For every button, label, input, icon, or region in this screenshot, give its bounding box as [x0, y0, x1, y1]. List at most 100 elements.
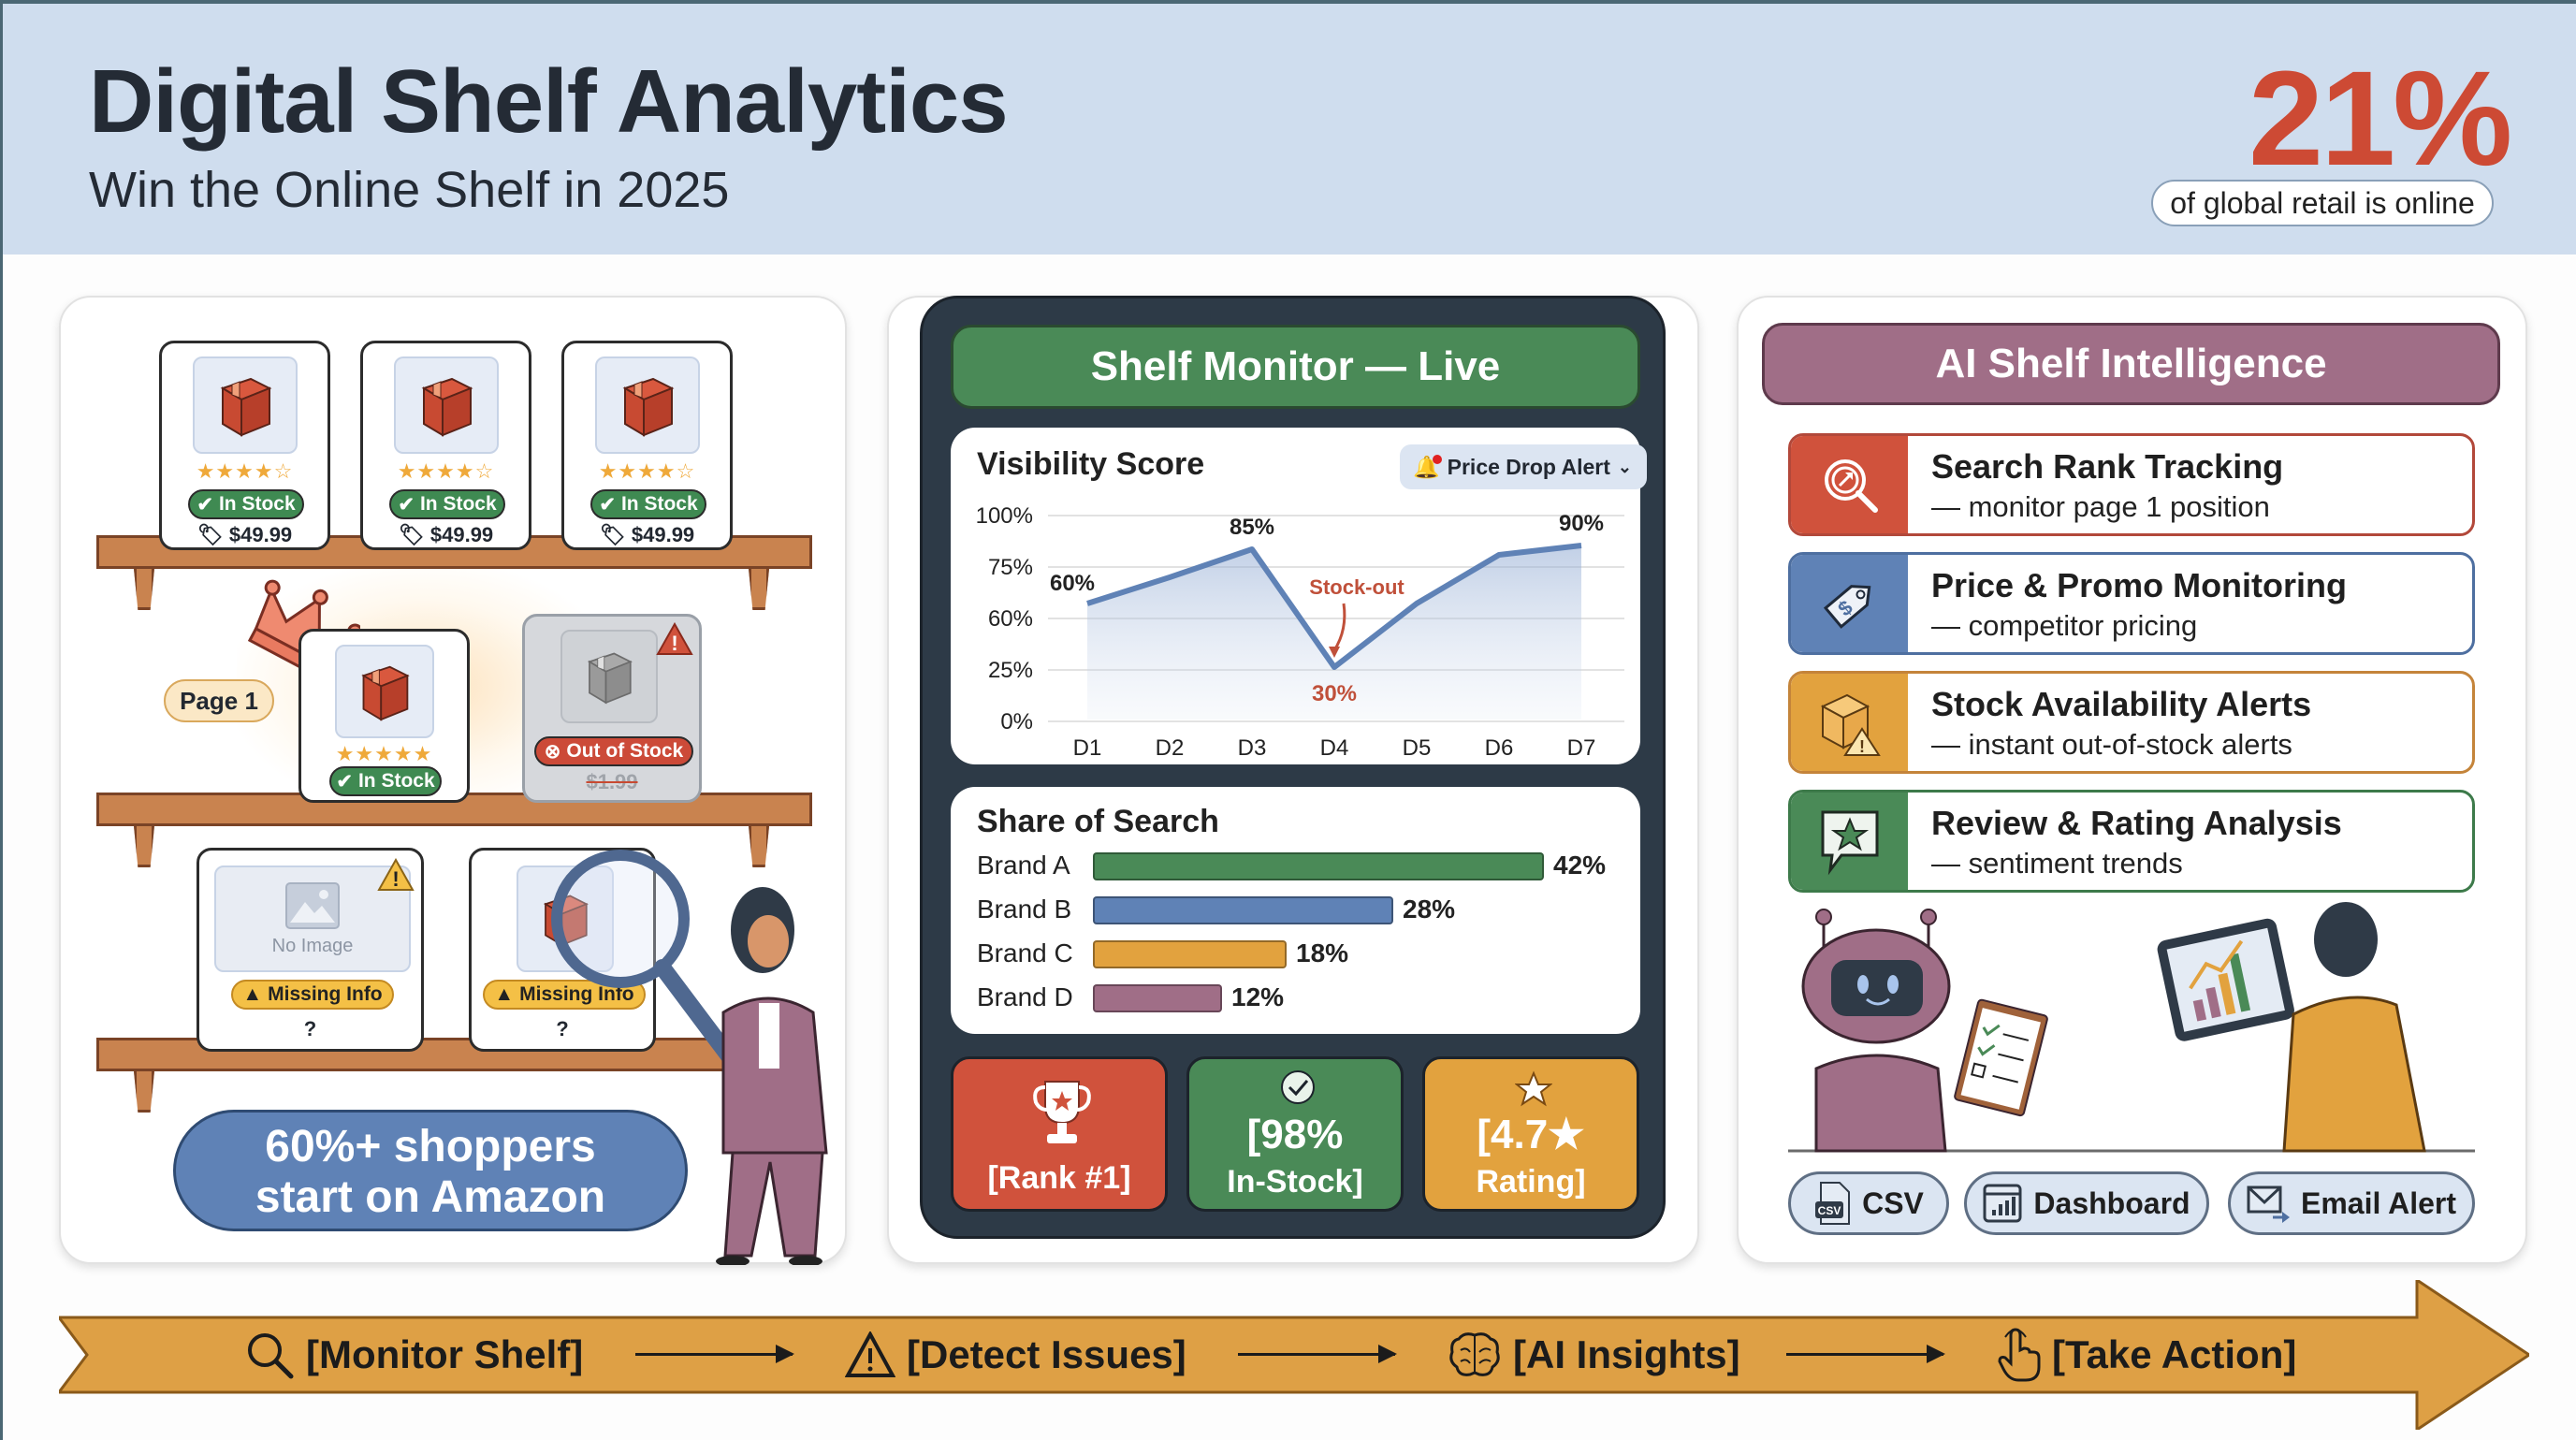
- feature-price-promo-monitoring[interactable]: $ Price & Promo Monitoring — competitor …: [1788, 552, 2475, 655]
- no-image-placeholder: No Image: [214, 865, 411, 972]
- feature-search-rank-tracking[interactable]: Search Rank Tracking — monitor page 1 po…: [1788, 433, 2475, 536]
- visibility-line-chart: 100%75%60%25%0% 60%85% 90% 30% Stock-out …: [976, 503, 1624, 761]
- rating-stars: ★★★★★: [335, 742, 433, 765]
- feature-stock-availability-alerts[interactable]: ! Stock Availability Alerts — instant ou…: [1788, 671, 2475, 774]
- warning-icon: !: [656, 622, 693, 655]
- svg-text:90%: 90%: [1559, 511, 1604, 536]
- chevron-down-icon: ⌄: [1617, 457, 1632, 476]
- brand-label: Brand B: [977, 895, 1072, 924]
- svg-text:Stock-out: Stock-out: [1309, 575, 1404, 599]
- export-dashboard-button[interactable]: Dashboard: [1964, 1171, 2209, 1235]
- svg-text:60%: 60%: [1050, 571, 1095, 596]
- kpi-rating: [4.7★ Rating]: [1422, 1056, 1639, 1212]
- share-bar: [1093, 984, 1222, 1012]
- box-alert-icon: !: [1820, 693, 1881, 756]
- box-icon: [622, 377, 675, 437]
- share-bar-row: Brand C 18%: [951, 937, 1640, 974]
- price-label: 🏷 $49.99: [398, 523, 494, 546]
- svg-text:0%: 0%: [1000, 709, 1033, 735]
- share-bar-row: Brand D 12%: [951, 981, 1640, 1018]
- svg-text:85%: 85%: [1230, 515, 1274, 540]
- check-circle-icon: ✔: [398, 493, 415, 516]
- svg-text:75%: 75%: [988, 555, 1033, 580]
- in-stock-badge: ✔ In Stock: [389, 489, 505, 519]
- product-image: [595, 356, 700, 454]
- unknown-price: ?: [556, 1017, 569, 1040]
- svg-text:D7: D7: [1567, 735, 1596, 761]
- product-image: [335, 645, 434, 738]
- price-tag-icon: 🏷: [398, 523, 430, 546]
- kpi-in-stock: [98% In-Stock]: [1186, 1056, 1404, 1212]
- csv-file-icon: CSV: [1815, 1182, 1851, 1225]
- share-bar: [1093, 940, 1287, 968]
- missing-info-badge: ▲ Missing Info: [231, 980, 394, 1010]
- share-bar-row: Brand B 28%: [951, 893, 1640, 930]
- out-of-stock-product-card[interactable]: ! ⊗ Out of Stock $1.99: [522, 614, 702, 803]
- svg-text:D3: D3: [1238, 735, 1267, 761]
- monitor-header: Shelf Monitor — Live: [951, 325, 1640, 409]
- price-label: 🏷 $49.99: [599, 523, 695, 546]
- product-card[interactable]: ★★★★☆ ✔ In Stock 🏷 $49.99: [360, 341, 531, 550]
- svg-text:D5: D5: [1403, 735, 1432, 761]
- svg-text:!: !: [1859, 737, 1865, 756]
- analyst-with-magnifier-illustration: [551, 850, 828, 1265]
- flow-step-monitor-shelf: [Monitor Shelf]: [244, 1329, 583, 1381]
- kpi-rank: [Rank #1]: [951, 1056, 1168, 1212]
- featured-product-card[interactable]: ★★★★★ ✔ In Stock: [298, 629, 470, 803]
- svg-text:25%: 25%: [988, 658, 1033, 683]
- box-icon: [587, 652, 633, 705]
- svg-text:D4: D4: [1320, 735, 1349, 761]
- page-1-label: Page 1: [164, 679, 274, 722]
- star-icon: [1515, 1070, 1552, 1107]
- x-circle-icon: ⊗: [544, 740, 561, 763]
- missing-info-product-card[interactable]: No Image ! ▲ Missing Info ?: [196, 848, 424, 1052]
- trophy-icon: [1033, 1081, 1091, 1143]
- share-of-search-card: Share of Search Brand A 42% Brand B 28% Bran…: [951, 787, 1640, 1034]
- flow-connector: [1238, 1345, 1397, 1363]
- share-value: 18%: [1296, 938, 1349, 967]
- product-image: [560, 630, 658, 723]
- visibility-title: Visibility Score: [977, 446, 1205, 482]
- email-alert-button[interactable]: Email Alert: [2228, 1171, 2475, 1235]
- brain-icon: [1449, 1332, 1500, 1376]
- magnifier-icon: [248, 1333, 294, 1379]
- check-circle-icon: ✔: [196, 493, 213, 516]
- svg-text:D2: D2: [1156, 735, 1185, 761]
- export-csv-button[interactable]: CSV CSV: [1788, 1171, 1949, 1235]
- share-bar: [1093, 852, 1544, 880]
- flow-connector: [1786, 1345, 1945, 1363]
- amazon-stat-callout: 60%+ shoppers start on Amazon: [173, 1110, 688, 1231]
- page-title: Digital Shelf Analytics: [89, 51, 1009, 152]
- warning-icon: !: [377, 858, 415, 891]
- svg-text:!: !: [392, 867, 399, 891]
- svg-text:D1: D1: [1073, 735, 1102, 761]
- brand-label: Brand A: [977, 851, 1070, 880]
- out-of-stock-badge: ⊗ Out of Stock: [534, 736, 693, 766]
- product-card[interactable]: ★★★★☆ ✔ In Stock 🏷 $49.99: [561, 341, 733, 550]
- share-bar: [1093, 896, 1393, 924]
- box-icon: [361, 665, 410, 721]
- price-tag-icon: $: [1823, 585, 1870, 629]
- in-stock-badge: ✔ In Stock: [188, 489, 304, 519]
- price-drop-alert-dropdown[interactable]: 🔔 Price Drop Alert ⌄: [1400, 444, 1647, 489]
- feature-icon-box: [1791, 793, 1908, 890]
- search-trend-icon: [1824, 459, 1878, 513]
- product-card[interactable]: ★★★★☆ ✔ In Stock 🏷 $49.99: [159, 341, 330, 550]
- check-circle-icon: ✔: [599, 493, 616, 516]
- share-title: Share of Search: [977, 804, 1219, 839]
- share-value: 12%: [1231, 982, 1285, 1011]
- product-image: [394, 356, 499, 454]
- share-value: 42%: [1553, 851, 1607, 880]
- stat-caption: of global retail is online: [2151, 180, 2494, 226]
- flow-step-ai-insights: [AI Insights]: [1448, 1329, 1740, 1381]
- struck-price: $1.99: [586, 770, 638, 793]
- box-icon: [220, 377, 272, 437]
- check-circle-icon: [1281, 1070, 1315, 1104]
- visibility-score-card: Visibility Score 🔔 Price Drop Alert ⌄ 10…: [951, 428, 1647, 764]
- svg-text:!: !: [671, 632, 677, 655]
- feature-review-rating-analysis[interactable]: Review & Rating Analysis — sentiment tre…: [1788, 790, 2475, 893]
- share-value: 28%: [1403, 895, 1456, 924]
- online-retail-stat: 21%: [2249, 43, 2512, 194]
- in-stock-badge: ✔ In Stock: [329, 766, 442, 796]
